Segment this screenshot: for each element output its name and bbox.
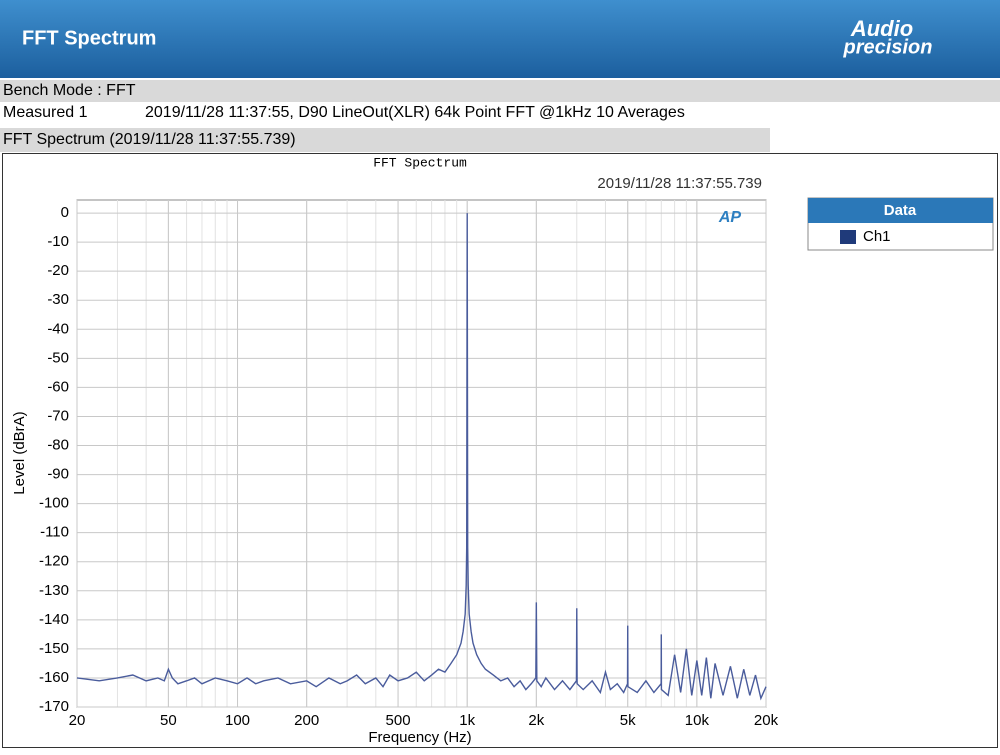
x-axis-label: Frequency (Hz): [368, 729, 471, 746]
y-tick-label: -60: [47, 378, 69, 395]
section-title: FFT Spectrum (2019/11/28 11:37:55.739): [3, 131, 296, 148]
y-tick-label: -170: [39, 698, 69, 715]
y-tick-label: -90: [47, 466, 69, 483]
y-tick-label: -20: [47, 262, 69, 279]
chart-frame: [2, 153, 998, 748]
x-tick-label: 200: [294, 712, 319, 729]
x-tick-label: 20k: [754, 712, 779, 729]
header-bar: [0, 0, 1000, 78]
chart-subtitle: 2019/11/28 11:37:55.739: [597, 175, 762, 192]
x-tick-label: 10k: [685, 712, 710, 729]
legend-title: Data: [884, 202, 917, 219]
x-tick-label: 2k: [528, 712, 544, 729]
y-tick-label: -70: [47, 407, 69, 424]
y-tick-label: -110: [40, 524, 69, 541]
x-tick-label: 100: [225, 712, 250, 729]
y-tick-label: -30: [47, 291, 69, 308]
y-tick-label: -150: [39, 640, 69, 657]
measured-desc: 2019/11/28 11:37:55, D90 LineOut(XLR) 64…: [145, 104, 685, 121]
x-tick-label: 1k: [459, 712, 475, 729]
header-title: FFT Spectrum: [22, 27, 156, 49]
logo: Audio: [850, 16, 913, 41]
info-bar: [0, 80, 1000, 102]
y-tick-label: 0: [61, 204, 69, 221]
measured-label: Measured 1: [3, 104, 88, 121]
x-tick-label: 5k: [620, 712, 636, 729]
plot-area: [76, 199, 767, 708]
section-bar: [0, 128, 770, 152]
x-tick-label: 50: [160, 712, 177, 729]
spectrum-line: [76, 213, 767, 701]
chart-title: FFT Spectrum: [373, 155, 467, 170]
y-tick-label: -40: [47, 320, 69, 337]
y-tick-label: -50: [47, 349, 69, 366]
legend-label: Ch1: [863, 228, 891, 245]
legend-swatch: [840, 230, 856, 244]
y-tick-label: -160: [39, 669, 69, 686]
x-tick-label: 20: [69, 712, 86, 729]
legend-header: [808, 198, 993, 223]
y-tick-label: -80: [47, 436, 69, 453]
y-axis-label: Level (dBrA): [11, 411, 28, 494]
y-tick-label: -140: [39, 611, 69, 628]
y-tick-label: -130: [39, 582, 69, 599]
bench-mode: Bench Mode : FFT: [3, 82, 136, 99]
x-tick-label: 500: [386, 712, 411, 729]
y-tick-label: -100: [39, 495, 69, 512]
y-tick-label: -120: [39, 553, 69, 570]
y-tick-label: -10: [47, 233, 69, 250]
ap-logo: AP: [718, 209, 742, 226]
logo: precision: [843, 36, 933, 58]
